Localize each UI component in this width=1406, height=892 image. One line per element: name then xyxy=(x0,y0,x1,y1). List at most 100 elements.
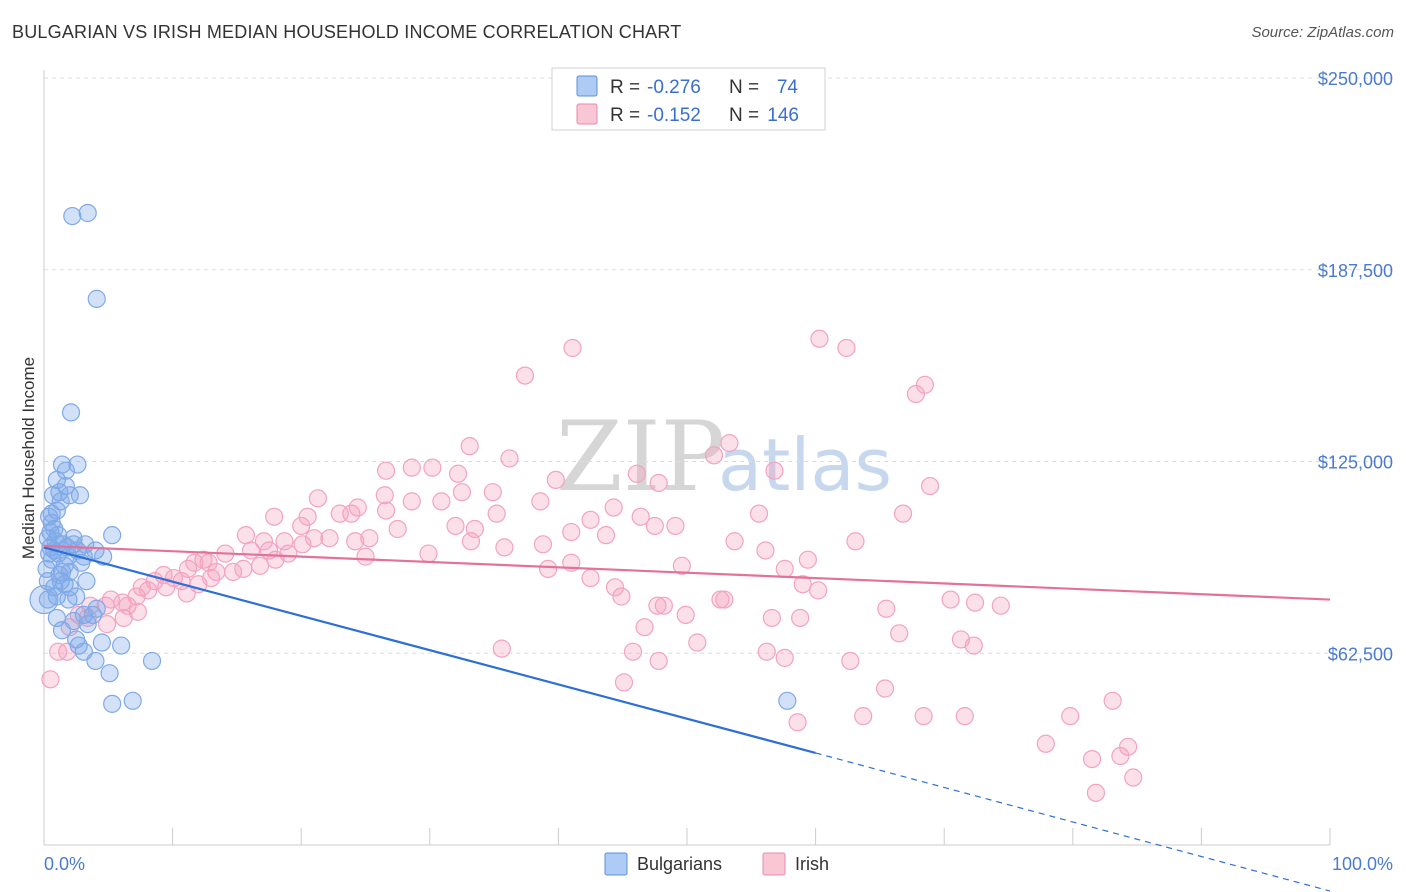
irish-point xyxy=(964,636,983,655)
bulgarian-point xyxy=(778,691,797,710)
irish-point xyxy=(645,516,664,536)
irish-point xyxy=(41,670,60,689)
bulgarian-point xyxy=(92,633,111,652)
irish-point xyxy=(495,538,514,557)
irish-point xyxy=(448,464,468,483)
source-label: Source: ZipAtlas.com xyxy=(1251,24,1394,41)
irish-point xyxy=(720,433,739,453)
bulgarian-point xyxy=(77,572,96,591)
irish-point xyxy=(1082,749,1102,769)
irish-point xyxy=(672,556,691,575)
x-ticks xyxy=(43,828,1331,845)
irish-point xyxy=(623,642,643,661)
irish-point xyxy=(292,516,311,536)
irish-point xyxy=(97,615,117,634)
bulgarian-point xyxy=(63,206,82,226)
irish-point xyxy=(846,532,865,551)
irish-point xyxy=(875,679,895,698)
irish-point xyxy=(236,526,256,545)
y-tick-label: $125,000 xyxy=(1318,453,1393,473)
irish-point xyxy=(666,516,685,536)
irish-point xyxy=(1103,691,1122,710)
y-tick-label: $250,000 xyxy=(1318,69,1393,89)
legend-irish-swatch xyxy=(762,852,786,876)
bulgarian-point xyxy=(61,403,81,422)
irish-point xyxy=(241,541,261,560)
irish-point xyxy=(749,504,769,523)
irish-point xyxy=(500,449,519,468)
irish-point xyxy=(304,529,324,548)
irish-point xyxy=(648,596,667,615)
irish-point xyxy=(810,329,829,348)
irish-point xyxy=(432,492,451,511)
irish-point xyxy=(465,519,484,539)
legend-irish-label: Irish xyxy=(795,854,829,874)
irish-point xyxy=(531,492,550,511)
irish-point xyxy=(837,338,856,358)
bottom-legend: Bulgarians Irish xyxy=(604,852,829,876)
trend-lines xyxy=(43,544,1331,892)
irish-point xyxy=(539,559,558,578)
irish-point xyxy=(446,516,465,536)
irish-point xyxy=(423,458,442,477)
watermark-zip: ZIP xyxy=(556,401,725,513)
irish-trend-line xyxy=(43,544,1331,601)
irish-r-label: R = xyxy=(610,105,640,126)
irish-point xyxy=(320,529,339,548)
irish-point xyxy=(265,507,284,526)
bulgarians-swatch xyxy=(576,75,598,97)
irish-point xyxy=(419,544,438,563)
bulgarian-point xyxy=(78,203,97,223)
irish-point xyxy=(128,602,147,621)
bulgarians-r-label: R = xyxy=(610,77,640,98)
irish-point xyxy=(991,596,1010,615)
irish-point xyxy=(376,501,396,520)
bulgarian-point xyxy=(68,455,87,474)
bulgarians-r-value: -0.276 xyxy=(647,77,701,98)
irish-point xyxy=(631,507,650,526)
irish-point xyxy=(1124,768,1143,787)
irish-point xyxy=(893,504,913,523)
bulgarian-point xyxy=(70,486,90,505)
irish-point xyxy=(546,470,565,490)
irish-point xyxy=(298,507,317,526)
irish-point xyxy=(762,608,781,628)
irish-point xyxy=(250,556,270,575)
x-tick-label-right: 100.0% xyxy=(1332,854,1393,874)
irish-point xyxy=(841,651,860,671)
irish-point xyxy=(775,648,794,667)
irish-point xyxy=(890,624,909,643)
irish-point xyxy=(854,707,873,726)
irish-point xyxy=(791,608,810,628)
irish-point xyxy=(254,532,274,551)
irish-point xyxy=(914,707,933,726)
irish-point xyxy=(563,338,582,358)
bulgarian-point xyxy=(42,504,61,523)
irish-point xyxy=(765,461,784,480)
irish-point xyxy=(375,486,394,505)
irish-point xyxy=(581,568,600,588)
irish-point xyxy=(627,464,646,483)
irish-point xyxy=(1036,734,1055,753)
irish-point xyxy=(612,587,631,606)
irish-point xyxy=(920,476,940,496)
bulgarian-point xyxy=(51,492,70,511)
bulgarian-point xyxy=(38,590,57,609)
bulgarian-point xyxy=(87,289,106,308)
bulgarians-n-value: 74 xyxy=(777,77,799,98)
irish-point xyxy=(581,510,600,529)
irish-point xyxy=(676,605,695,625)
irish-point xyxy=(266,550,285,569)
bulgarian-point xyxy=(78,615,97,634)
irish-point xyxy=(234,559,253,578)
bulgarian-point xyxy=(86,651,105,671)
irish-point xyxy=(756,541,775,560)
irish-point xyxy=(711,590,730,609)
irish-point xyxy=(877,599,896,618)
bulgarian-point xyxy=(103,526,122,545)
irish-point xyxy=(725,532,744,551)
irish-point xyxy=(941,590,960,609)
irish-point xyxy=(139,581,158,600)
irish-point xyxy=(330,504,349,523)
